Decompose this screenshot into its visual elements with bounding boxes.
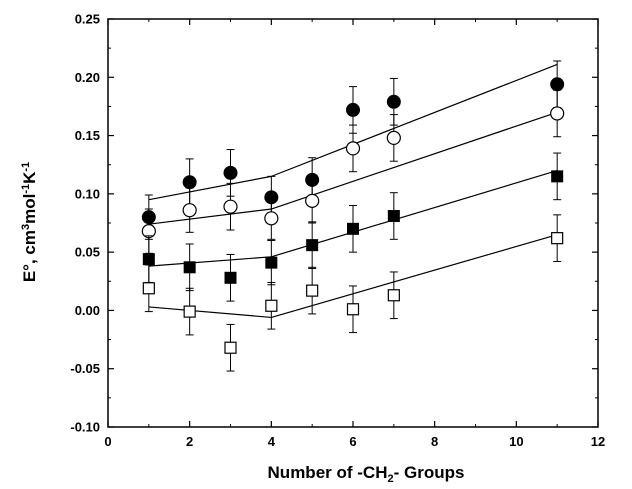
x-axis-label-subscript: 2 [387, 473, 393, 485]
data-point-open-circle [182, 203, 197, 218]
x-tick-label: 12 [591, 434, 605, 449]
data-point-filled-square [183, 261, 196, 274]
data-point-filled-circle [386, 94, 401, 109]
data-point-open-circle [345, 141, 361, 156]
data-point-open-square [265, 299, 278, 312]
y-tick-label: 0.15 [75, 128, 100, 143]
fit-line [271, 234, 558, 318]
data-point-open-square [183, 305, 196, 318]
y-tick-label: 0.10 [75, 186, 100, 201]
data-point-filled-circle [182, 175, 197, 190]
data-point-filled-square [387, 210, 400, 223]
y-tick-label: 0.00 [75, 303, 100, 318]
data-point-open-circle [223, 199, 238, 214]
data-point-open-circle [305, 193, 320, 208]
fit-line [148, 175, 272, 201]
data-point-filled-circle [346, 102, 360, 117]
y-axis-label: E°, cm3mol-1K-1 [20, 162, 39, 282]
x-axis-ticks: 0 2 4 6 8 10 12 [104, 19, 605, 449]
data-point-filled-square [306, 239, 319, 252]
data-point-filled-square [142, 253, 155, 266]
x-tick-label: 4 [268, 434, 276, 449]
data-point-open-square [346, 303, 360, 316]
x-tick-label: 2 [186, 434, 193, 449]
fit-line [148, 256, 272, 267]
fit-line [271, 111, 558, 210]
fit-line [148, 208, 272, 225]
data-point-filled-circle [550, 77, 565, 92]
fit-line [148, 306, 272, 319]
data-point-filled-square [224, 271, 237, 284]
y-axis-ticks: -0.10 -0.05 0.00 0.05 0.10 0.15 0.20 0.25 [70, 12, 598, 435]
plot-content [141, 60, 565, 372]
fit-line [271, 169, 558, 258]
data-point-filled-square [347, 222, 359, 235]
x-axis-label: Number of -CH2- Groups [268, 463, 465, 485]
y-axis-label-mid: mol [20, 194, 39, 224]
y-axis-label-sup-1: 3 [20, 224, 32, 230]
y-tick-label: 0.25 [75, 12, 100, 27]
data-point-open-circle [550, 106, 565, 121]
data-point-open-square [224, 341, 237, 354]
data-point-filled-circle [223, 165, 238, 180]
y-axis-label-sup-2: -1 [20, 184, 32, 194]
y-tick-label: -0.10 [70, 420, 100, 435]
data-point-open-square [142, 282, 155, 295]
data-point-open-square [551, 232, 564, 245]
data-point-open-circle [386, 130, 401, 146]
y-tick-label: 0.20 [75, 70, 100, 85]
x-tick-label: 6 [349, 434, 356, 449]
y-tick-label: -0.05 [70, 361, 100, 376]
y-tick-label: 0.05 [75, 245, 100, 260]
y-axis-label-mid-2: K [20, 171, 39, 184]
x-axis-label-tail: - Groups [394, 463, 465, 482]
data-point-open-square [387, 289, 400, 302]
data-point-filled-square [265, 256, 278, 269]
x-tick-label: 8 [431, 434, 438, 449]
x-tick-label: 0 [104, 434, 111, 449]
data-point-open-square [306, 284, 319, 297]
x-tick-label: 10 [509, 434, 523, 449]
y-axis-label-sup-3: -1 [20, 162, 32, 172]
data-point-filled-square [551, 170, 564, 183]
fit-line [271, 63, 558, 177]
data-point-open-circle [264, 211, 279, 226]
